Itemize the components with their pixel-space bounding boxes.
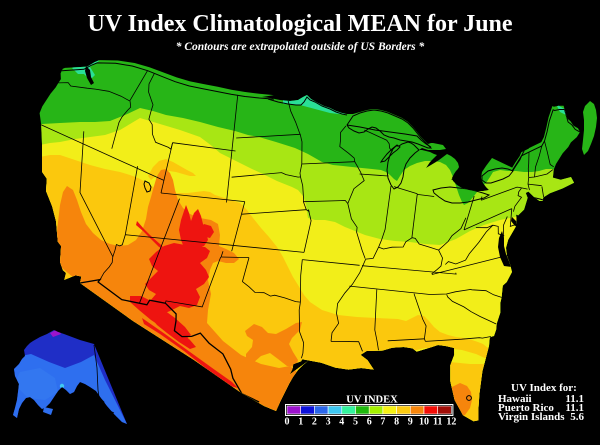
svg-text:9: 9 <box>408 417 413 428</box>
svg-text:7: 7 <box>380 417 385 428</box>
svg-text:6: 6 <box>367 417 372 428</box>
svg-text:0: 0 <box>285 417 290 428</box>
svg-text:1: 1 <box>298 417 303 428</box>
svg-text:10: 10 <box>419 417 429 428</box>
svg-text:2: 2 <box>312 417 317 428</box>
svg-text:3: 3 <box>326 417 331 428</box>
svg-text:4: 4 <box>339 417 344 428</box>
svg-text:8: 8 <box>394 417 399 428</box>
svg-text:11: 11 <box>433 417 442 428</box>
svg-text:5: 5 <box>353 417 358 428</box>
svg-text:UV INDEX: UV INDEX <box>346 395 398 406</box>
svg-text:12: 12 <box>446 417 456 428</box>
